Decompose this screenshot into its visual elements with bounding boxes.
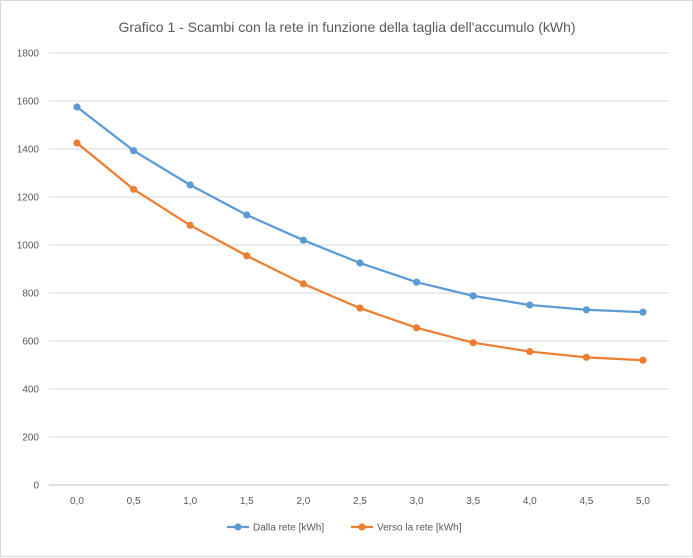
legend-swatch-marker: [358, 523, 366, 531]
y-tick-label: 1000: [17, 241, 40, 252]
x-tick-label: 1,5: [240, 496, 254, 507]
legend: Dalla rete [kWh] Verso la rete [kWh]: [227, 523, 462, 534]
data-point: [130, 147, 138, 155]
legend-item: Dalla rete [kWh]: [227, 523, 324, 534]
y-axis-ticks: 0 200 400 600 800 1000 1200 1400 1600 1800: [17, 49, 40, 492]
data-point: [639, 356, 647, 364]
chart-title: Grafico 1 - Scambi con la rete in funzio…: [118, 19, 575, 35]
y-tick-label: 0: [33, 481, 39, 492]
x-tick-label: 2,5: [353, 496, 367, 507]
x-tick-label: 0,5: [127, 496, 141, 507]
data-point: [299, 236, 307, 244]
x-axis-ticks: 0,0 0,5 1,0 1,5 2,0 2,5 3,0 3,5 4,0 4,5 5,0: [70, 496, 650, 507]
x-tick-label: 4,0: [523, 496, 537, 507]
x-tick-label: 0,0: [70, 496, 84, 507]
y-tick-label: 1800: [17, 49, 40, 60]
gridlines: [49, 52, 669, 486]
y-tick-label: 1200: [17, 193, 40, 204]
data-point: [469, 339, 477, 347]
series-line: [75, 141, 645, 362]
series-1: [73, 103, 647, 316]
x-tick-label: 1,0: [183, 496, 197, 507]
y-tick-label: 400: [22, 385, 39, 396]
x-tick-label: 3,0: [410, 496, 424, 507]
data-point: [526, 301, 534, 309]
data-point: [582, 306, 591, 314]
x-tick-label: 4,5: [579, 496, 593, 507]
legend-item: Verso la rete [kWh]: [351, 523, 462, 534]
data-point: [582, 353, 591, 361]
data-point: [186, 181, 194, 189]
data-point: [356, 259, 364, 267]
data-point: [413, 278, 421, 286]
data-point: [130, 185, 138, 193]
data-point: [469, 292, 477, 300]
y-tick-label: 600: [22, 337, 39, 348]
x-tick-label: 5,0: [636, 496, 650, 507]
legend-swatch-marker: [234, 523, 242, 531]
data-point: [243, 252, 251, 260]
x-tick-label: 2,0: [296, 496, 310, 507]
legend-label: Dalla rete [kWh]: [253, 523, 324, 534]
y-tick-label: 1600: [17, 97, 40, 108]
data-point: [639, 308, 647, 316]
series-line: [75, 105, 645, 314]
data-point: [413, 324, 421, 332]
y-tick-label: 800: [22, 289, 39, 300]
legend-label: Verso la rete [kWh]: [377, 523, 462, 534]
data-point: [356, 304, 364, 312]
data-point: [526, 347, 534, 356]
y-tick-label: 1400: [17, 145, 40, 156]
data-point: [243, 211, 251, 219]
data-point: [73, 139, 81, 147]
series-group: [73, 103, 647, 364]
series-2: [73, 139, 647, 364]
data-point: [186, 221, 194, 229]
y-tick-label: 200: [22, 433, 39, 444]
data-point: [73, 103, 81, 111]
data-point: [299, 280, 307, 288]
x-tick-label: 3,5: [466, 496, 480, 507]
